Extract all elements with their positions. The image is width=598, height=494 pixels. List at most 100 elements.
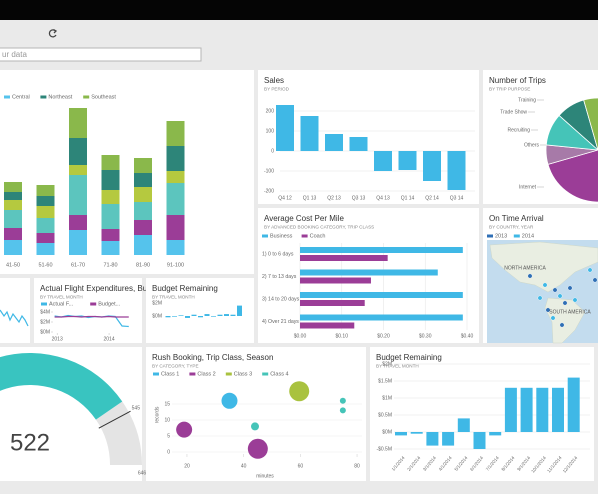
tile[interactable] <box>0 278 30 343</box>
map-dot <box>552 287 558 293</box>
bar <box>300 300 365 306</box>
x-tick-label: Q2 14 <box>425 195 439 201</box>
tile[interactable] <box>146 278 254 343</box>
y-tick-label: 3) 14 to 20 days <box>262 296 300 302</box>
bar-segment <box>69 138 87 165</box>
map-dot <box>587 267 593 273</box>
tile-title: Budget Remaining <box>376 353 442 362</box>
bar <box>204 314 210 316</box>
legend-swatch <box>90 302 97 306</box>
bar-segment <box>101 229 120 241</box>
gauge-target-label: 545 <box>132 406 141 412</box>
slice-label: Training <box>518 97 536 103</box>
legend-label: Class 4 <box>270 371 288 377</box>
bar <box>447 151 466 190</box>
bar <box>374 151 392 171</box>
map-dot <box>572 297 578 303</box>
bar-segment <box>36 218 55 233</box>
bar <box>457 418 470 432</box>
bar-segment <box>36 196 55 206</box>
bar <box>300 247 463 253</box>
tile-subtitle: BY ADVANCED BOOKING CATEGORY, TRIP CLASS <box>264 225 374 230</box>
legend-label: Northeast <box>48 94 72 100</box>
bar-segment <box>4 228 22 240</box>
search-box[interactable] <box>0 47 202 62</box>
bubble <box>221 392 238 409</box>
x-tick-label: Q2 13 <box>327 195 341 201</box>
legend-label: 2013 <box>495 233 507 239</box>
refresh-icon[interactable] <box>48 28 58 38</box>
bar <box>300 116 319 151</box>
map-dot <box>550 315 556 321</box>
y-tick-label: 15 <box>164 401 170 407</box>
gauge-remainder <box>95 401 142 465</box>
y-tick-label: -100 <box>264 168 274 174</box>
bar <box>489 432 502 436</box>
map-dot <box>592 277 598 283</box>
land <box>544 297 586 344</box>
y-tick-label: 2) 7 to 13 days <box>262 274 297 280</box>
bar <box>300 314 463 321</box>
tile-subtitle: BY CATEGORY, TYPE <box>152 364 199 369</box>
bar <box>423 151 441 181</box>
bar-segment <box>69 215 87 230</box>
bar <box>211 316 216 317</box>
slice-label: Others <box>524 142 540 148</box>
tile-title: Rush Booking, Trip Class, Season <box>152 353 273 362</box>
bar-segment <box>134 158 152 173</box>
x-tick-label: $0.10 <box>335 333 348 339</box>
x-tick-label: 71-80 <box>103 262 117 268</box>
gauge-max-label: 646 <box>138 470 147 476</box>
bar-segment <box>134 202 152 220</box>
bar <box>224 314 229 316</box>
y-tick-label: 1) 0 to 6 days <box>262 251 294 257</box>
y-tick-label: -$0.5M <box>376 446 392 452</box>
sparkline <box>0 309 29 327</box>
bar <box>410 432 423 434</box>
map-dot <box>559 322 565 328</box>
legend-swatch <box>4 95 10 99</box>
bar <box>520 387 533 432</box>
bar <box>276 105 294 151</box>
bar <box>536 387 549 432</box>
legend-label: Central <box>12 94 30 100</box>
bar-segment <box>166 183 185 215</box>
bar-segment <box>101 155 120 170</box>
y-tick-label: 4) Over 21 days <box>262 319 299 325</box>
x-tick-label: 80 <box>354 463 360 469</box>
bar <box>349 137 368 151</box>
map-dot <box>557 293 563 299</box>
search-placeholder: ur data <box>2 50 27 59</box>
x-tick-label: 81-90 <box>136 262 150 268</box>
bar <box>172 316 177 317</box>
legend-label: Class 2 <box>197 371 215 377</box>
x-tick-label: 61-70 <box>71 262 85 268</box>
bar-segment <box>69 108 87 138</box>
tile[interactable] <box>146 347 366 481</box>
bar <box>504 387 517 432</box>
bar-segment <box>36 185 55 196</box>
bar <box>300 322 355 329</box>
map-dot <box>537 295 543 301</box>
legend-swatch <box>225 372 232 376</box>
x-tick-label: 41-50 <box>6 262 20 268</box>
bar-segment <box>101 204 120 229</box>
tile-subtitle: BY COUNTRY, YEAR <box>489 225 534 230</box>
bar-segment <box>36 233 55 243</box>
bar <box>185 316 190 318</box>
bubble <box>247 438 268 459</box>
map-dot <box>562 300 568 306</box>
legend-swatch <box>40 95 47 99</box>
y-tick-label: $0M <box>40 329 50 335</box>
top-bar <box>0 0 598 20</box>
y-tick-label: -200 <box>264 188 274 194</box>
y-tick-label: 100 <box>266 128 275 134</box>
tile[interactable] <box>258 70 479 204</box>
tile-title: Sales <box>264 76 284 85</box>
map-label: SOUTH AMERICA <box>549 309 591 315</box>
x-tick-label: Q1 14 <box>401 195 415 201</box>
tile-subtitle: BY PERIOD <box>264 87 290 92</box>
bar-segment <box>4 192 22 200</box>
bar-segment <box>69 230 87 255</box>
y-tick-label: $1.5M <box>378 378 392 384</box>
